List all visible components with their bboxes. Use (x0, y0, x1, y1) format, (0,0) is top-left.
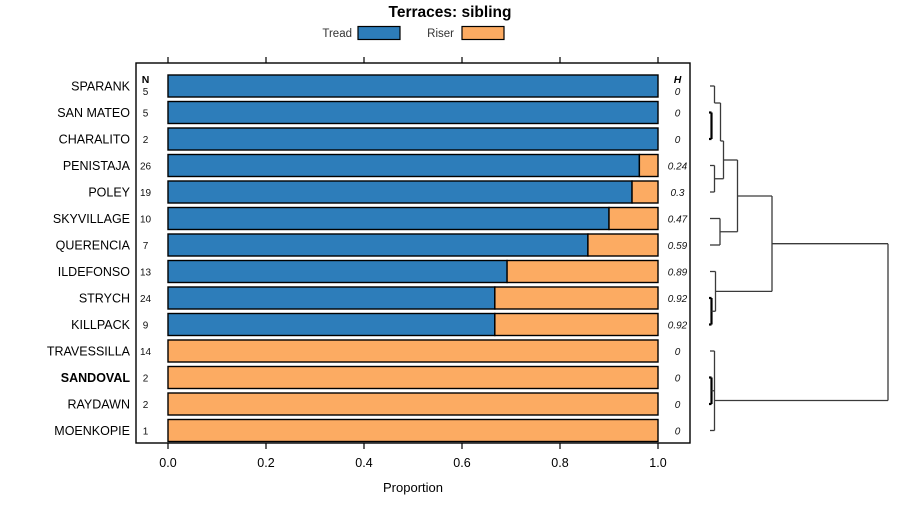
n-value: 2 (143, 400, 149, 411)
h-value: 0.3 (671, 188, 685, 199)
site-labels: SPARANK SAN MATEO CHARALITO PENISTAJA POLEY S… (47, 80, 131, 439)
site-label: KILLPACK (71, 318, 130, 332)
h-value: 0 (675, 135, 681, 146)
bar-segment-riser (506, 259, 659, 284)
site-label: SANDOVAL (61, 371, 131, 385)
site-label: SPARANK (71, 80, 130, 94)
n-value: 7 (143, 241, 149, 252)
site-label: SAN MATEO (57, 106, 130, 120)
n-column: 5 5 2 26 19 10 7 13 24 9 14 2 2 1 (140, 87, 152, 438)
n-value: 13 (140, 268, 152, 279)
dendrogram (709, 85, 889, 432)
bar-segment-riser (494, 312, 659, 337)
h-value: 0 (675, 374, 681, 385)
legend-label-riser: Riser (427, 28, 454, 40)
site-label: POLEY (88, 186, 130, 200)
h-value: 0.47 (668, 215, 688, 226)
h-value: 0 (675, 87, 681, 98)
legend-swatch-riser (461, 25, 505, 41)
n-column-header: N (142, 74, 150, 86)
n-value: 10 (140, 215, 152, 226)
h-value: 0 (675, 427, 681, 438)
legend: Tread Riser (322, 25, 505, 41)
bar-segment-tread (167, 100, 659, 125)
x-tick-label: 0.2 (257, 456, 274, 470)
bar-segment-tread (167, 259, 508, 284)
legend-label-tread: Tread (322, 28, 352, 40)
x-axis-label: Proportion (383, 480, 443, 495)
bar-segment-riser (494, 286, 659, 310)
n-value: 14 (140, 347, 152, 358)
n-value: 9 (143, 321, 149, 332)
axis-ticks: 0.0 0.2 0.4 0.6 0.8 1.0 (159, 57, 667, 470)
x-tick-label: 0.4 (355, 456, 372, 470)
site-label: SKYVILLAGE (53, 212, 130, 226)
n-value: 26 (140, 162, 152, 173)
legend-swatch-tread (357, 25, 401, 41)
h-value: 0.89 (668, 268, 688, 279)
bar-segment-tread (167, 233, 589, 257)
bar-segment-riser (167, 365, 659, 390)
x-tick-label: 0.6 (453, 456, 470, 470)
bar-segment-riser (167, 339, 659, 363)
site-label: PENISTAJA (63, 159, 131, 173)
site-label: QUERENCIA (56, 239, 131, 253)
n-value: 24 (140, 294, 152, 305)
h-value: 0 (675, 109, 681, 120)
h-column-header: H (674, 74, 682, 86)
h-value: 0 (675, 400, 681, 411)
bar-segment-tread (167, 286, 496, 310)
bar-segment-tread (167, 312, 496, 337)
site-label: RAYDAWN (68, 398, 131, 412)
site-label: STRYCH (79, 292, 130, 306)
h-value: 0.92 (668, 294, 688, 305)
bars (167, 74, 659, 443)
bar-segment-riser (587, 233, 659, 257)
x-tick-label: 1.0 (649, 456, 666, 470)
chart-title: Terraces: sibling (389, 4, 512, 21)
bar-segment-riser (167, 418, 659, 443)
bar-segment-riser (167, 392, 659, 416)
h-value: 0.59 (668, 241, 688, 252)
bar-segment-tread (167, 127, 659, 151)
site-label: ILDEFONSO (58, 265, 131, 279)
bar-segment-riser (608, 206, 659, 231)
h-column: 0 0 0 0.24 0.3 0.47 0.59 0.89 0.92 0.92 0 0 0 0 (668, 87, 688, 438)
n-value: 1 (143, 427, 149, 438)
x-tick-label: 0.0 (159, 456, 176, 470)
n-value: 19 (140, 188, 152, 199)
bar-segment-tread (167, 206, 610, 231)
bar-segment-riser (638, 153, 659, 178)
plot-frame (135, 62, 691, 444)
h-value: 0 (675, 347, 681, 358)
bar-segment-tread (167, 153, 641, 178)
bar-segment-tread (167, 180, 633, 204)
site-label: MOENKOPIE (54, 424, 130, 438)
n-value: 5 (143, 87, 149, 98)
site-label: CHARALITO (59, 133, 131, 147)
bar-segment-riser (631, 180, 659, 204)
site-label: TRAVESSILLA (47, 345, 131, 359)
h-value: 0.92 (668, 321, 688, 332)
n-value: 5 (143, 109, 149, 120)
n-value: 2 (143, 135, 149, 146)
h-value: 0.24 (668, 162, 688, 173)
n-value: 2 (143, 374, 149, 385)
x-tick-label: 0.8 (551, 456, 568, 470)
bar-segment-tread (167, 74, 659, 98)
